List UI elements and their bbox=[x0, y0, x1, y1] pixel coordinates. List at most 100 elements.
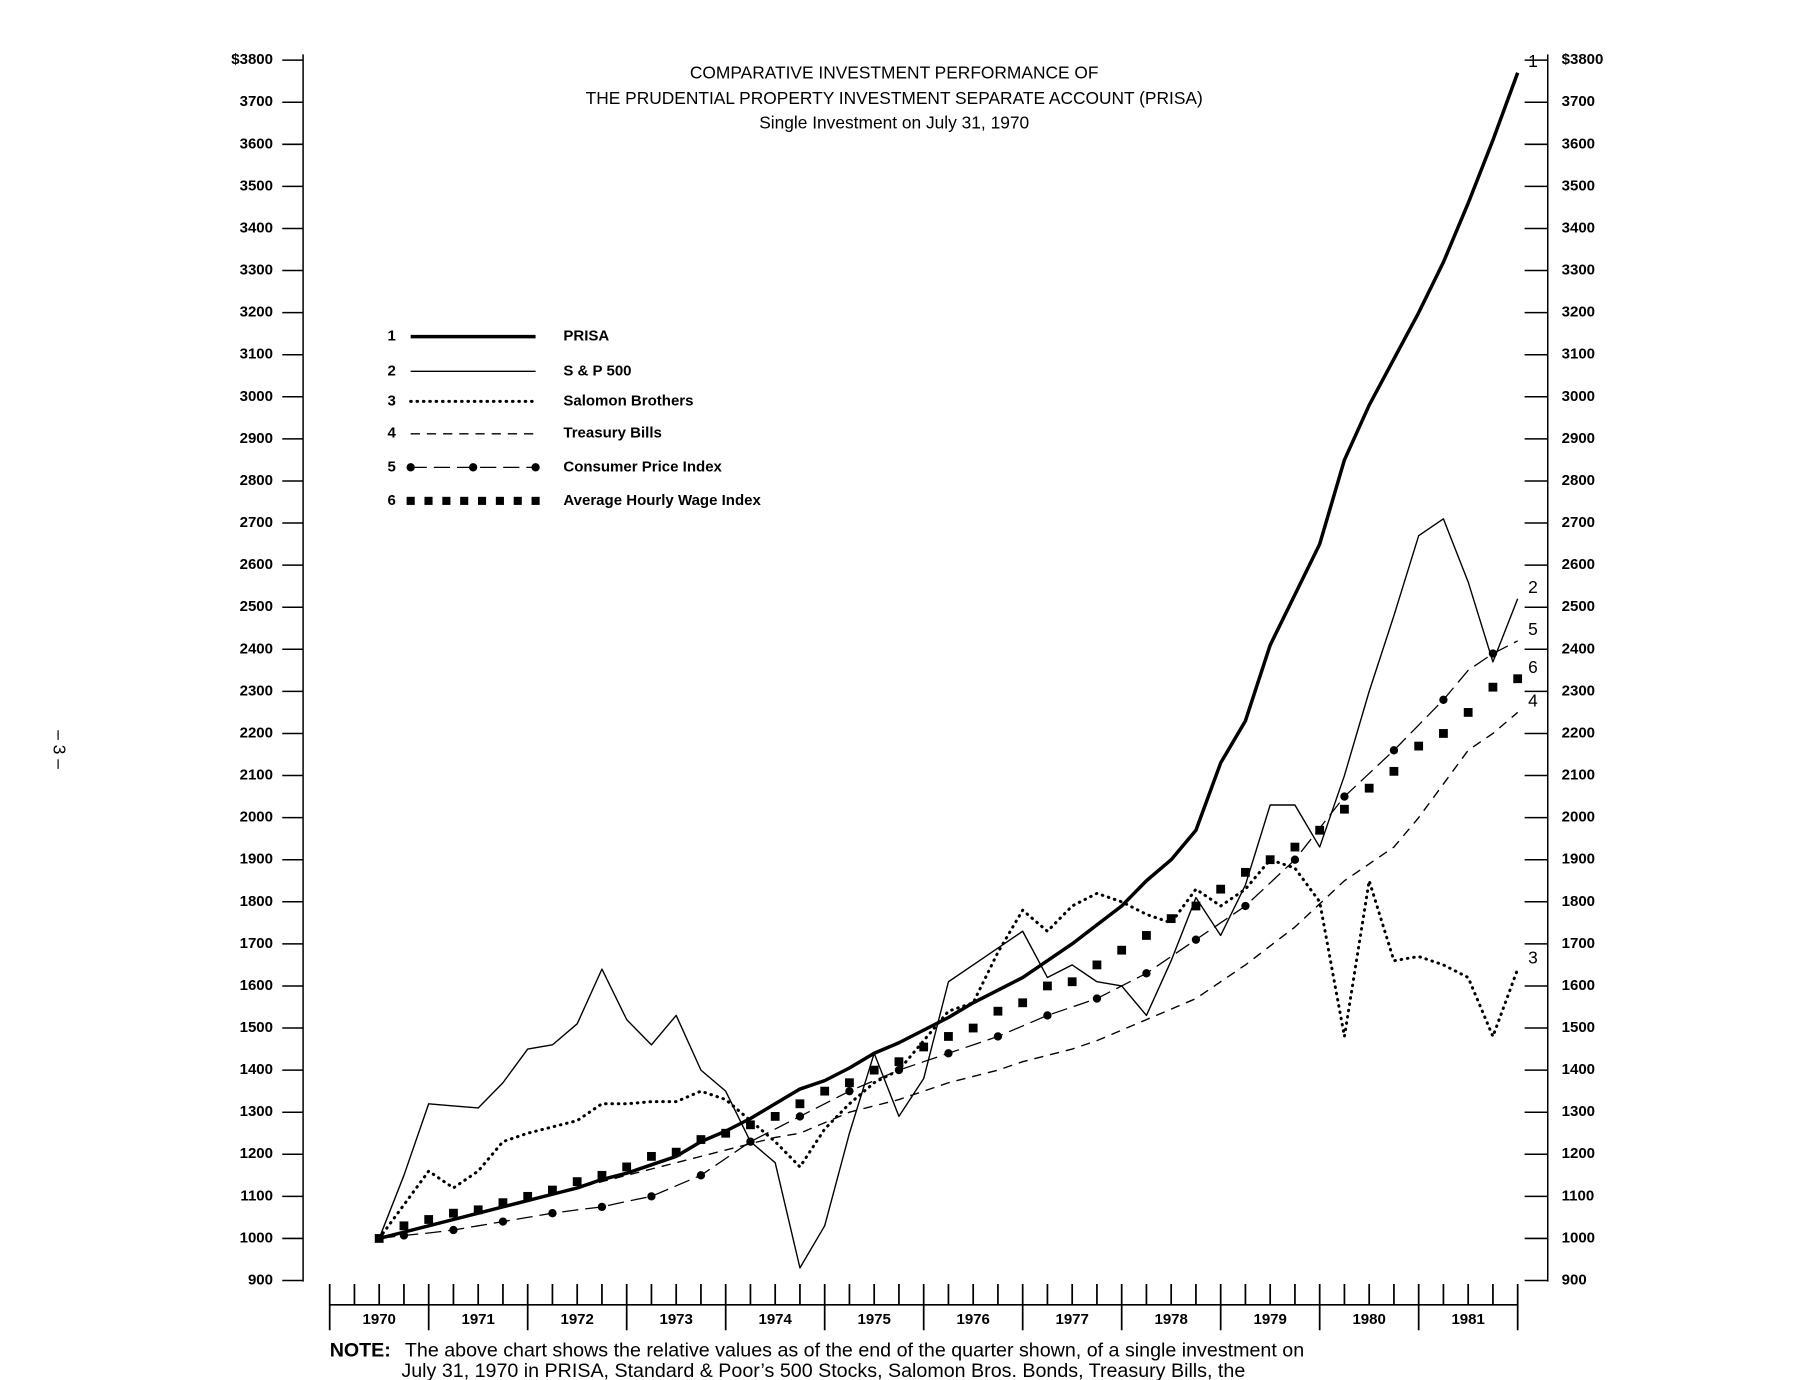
wage-square bbox=[473, 1205, 483, 1215]
wage-square bbox=[523, 1191, 533, 1201]
y2-tick-label: 1600 bbox=[1562, 977, 1595, 994]
y-tick-label: 1200 bbox=[240, 1145, 273, 1162]
cpi-dot bbox=[1439, 695, 1448, 704]
y2-tick-label: 2700 bbox=[1562, 514, 1595, 531]
series-end-label: 3 bbox=[1528, 947, 1538, 967]
wage-square bbox=[399, 1221, 409, 1231]
wage-square bbox=[572, 1177, 582, 1187]
y2-tick-label: 2300 bbox=[1562, 682, 1595, 699]
legend-number: 4 bbox=[388, 425, 397, 442]
y2-tick-label: 2600 bbox=[1562, 556, 1595, 573]
wage-square bbox=[845, 1078, 854, 1088]
wage-square bbox=[869, 1065, 879, 1075]
series-line bbox=[379, 711, 1519, 1240]
legend-label: Consumer Price Index bbox=[563, 458, 722, 475]
x-tick-label: 1972 bbox=[560, 1311, 593, 1328]
wage-square bbox=[993, 1006, 1003, 1016]
x-tick-label: 1981 bbox=[1451, 1311, 1484, 1328]
cpi-dot bbox=[845, 1086, 854, 1096]
x-tick-label: 1978 bbox=[1154, 1311, 1187, 1328]
wage-square bbox=[1513, 674, 1523, 684]
y-tick-label: 3400 bbox=[240, 219, 273, 236]
y-tick-label: 2300 bbox=[240, 682, 273, 699]
y2-tick-label: 1400 bbox=[1562, 1061, 1595, 1078]
note-text: The above chart shows the relative value… bbox=[405, 1339, 1304, 1361]
y2-tick-label: 1800 bbox=[1562, 893, 1595, 910]
y-tick-label: 1000 bbox=[240, 1229, 273, 1246]
wage-square bbox=[919, 1042, 929, 1052]
y-tick-label: 1800 bbox=[240, 893, 273, 910]
y2-tick-label: 1900 bbox=[1562, 851, 1595, 868]
legend-label: Salomon Brothers bbox=[563, 392, 693, 409]
y2-tick-label: 3500 bbox=[1562, 177, 1595, 194]
y-tick-label: 3300 bbox=[240, 262, 273, 279]
series-end-label: 5 bbox=[1528, 619, 1538, 639]
wage-square bbox=[449, 1208, 458, 1218]
legend-number: 2 bbox=[388, 362, 396, 379]
legend-number: 1 bbox=[388, 328, 396, 345]
wage-square bbox=[1117, 945, 1127, 955]
y2-tick-label: 1100 bbox=[1562, 1187, 1595, 1204]
y-tick-label: 1300 bbox=[240, 1103, 273, 1120]
page-number: – 3 – bbox=[49, 730, 69, 769]
cpi-dot bbox=[1290, 855, 1300, 864]
y2-tick-label: 2900 bbox=[1562, 430, 1595, 447]
cpi-dot bbox=[944, 1049, 953, 1058]
wage-square bbox=[597, 1170, 607, 1180]
y-tick-label: 1500 bbox=[240, 1019, 273, 1036]
cpi-dot bbox=[1043, 1011, 1052, 1020]
cpi-dot bbox=[449, 1225, 458, 1235]
wage-square bbox=[1043, 981, 1052, 991]
wage-square bbox=[1290, 842, 1300, 852]
series-end-label: 2 bbox=[1528, 577, 1538, 597]
y2-tick-label: 3000 bbox=[1562, 388, 1595, 405]
y2-tick-label: $3800 bbox=[1562, 51, 1604, 68]
y2-tick-label: 2400 bbox=[1562, 640, 1595, 657]
wage-square bbox=[721, 1128, 731, 1138]
cpi-dot bbox=[1488, 649, 1498, 658]
y2-tick-label: 1700 bbox=[1562, 935, 1595, 952]
wage-square bbox=[498, 1198, 508, 1208]
cpi-dot bbox=[1092, 994, 1102, 1003]
wage-square bbox=[1315, 825, 1325, 835]
y2-tick-label: 900 bbox=[1562, 1271, 1587, 1288]
legend-label: PRISA bbox=[563, 328, 609, 345]
y2-tick-label: 3700 bbox=[1562, 93, 1595, 110]
legend-label: S & P 500 bbox=[563, 362, 631, 379]
y-tick-label: 2000 bbox=[240, 809, 273, 826]
wage-square bbox=[1364, 783, 1374, 793]
legend-swatch-dot bbox=[531, 463, 540, 472]
y-tick-label: 1400 bbox=[240, 1061, 273, 1078]
y2-tick-label: 2800 bbox=[1562, 472, 1595, 489]
x-tick-label: 1973 bbox=[659, 1311, 692, 1328]
x-tick-label: 1970 bbox=[362, 1311, 395, 1328]
y-tick-label: 3700 bbox=[240, 93, 273, 110]
y-tick-label: 3500 bbox=[240, 177, 273, 194]
wage-square bbox=[1092, 960, 1102, 970]
legend-swatch-dot bbox=[406, 463, 415, 472]
cpi-dot bbox=[399, 1231, 409, 1240]
wage-square bbox=[1067, 977, 1077, 987]
legend-number: 5 bbox=[388, 458, 396, 475]
wage-square bbox=[1389, 766, 1399, 776]
y-tick-label: 2800 bbox=[240, 472, 273, 489]
wage-square bbox=[1191, 901, 1201, 911]
cpi-dot bbox=[1389, 746, 1399, 755]
series-end-label: 4 bbox=[1528, 691, 1538, 711]
y2-tick-label: 2500 bbox=[1562, 598, 1595, 615]
legend-label: Treasury Bills bbox=[563, 425, 661, 442]
legend-swatch-square bbox=[495, 496, 504, 505]
y-tick-label: $3800 bbox=[231, 51, 273, 68]
legend-swatch-dot bbox=[468, 463, 478, 472]
x-tick-label: 1974 bbox=[758, 1311, 792, 1328]
wage-square bbox=[944, 1032, 953, 1041]
y2-tick-label: 1000 bbox=[1562, 1229, 1595, 1246]
wage-square bbox=[647, 1151, 656, 1161]
cpi-dot bbox=[795, 1112, 805, 1121]
legend-swatch-square bbox=[406, 496, 415, 505]
legend-swatch-square bbox=[424, 496, 433, 505]
note-text: July 31, 1970 in PRISA, Standard & Poor’… bbox=[401, 1360, 1245, 1380]
note-label: NOTE: bbox=[330, 1339, 391, 1361]
wage-square bbox=[1142, 931, 1151, 940]
legend-swatch-square bbox=[513, 496, 522, 505]
